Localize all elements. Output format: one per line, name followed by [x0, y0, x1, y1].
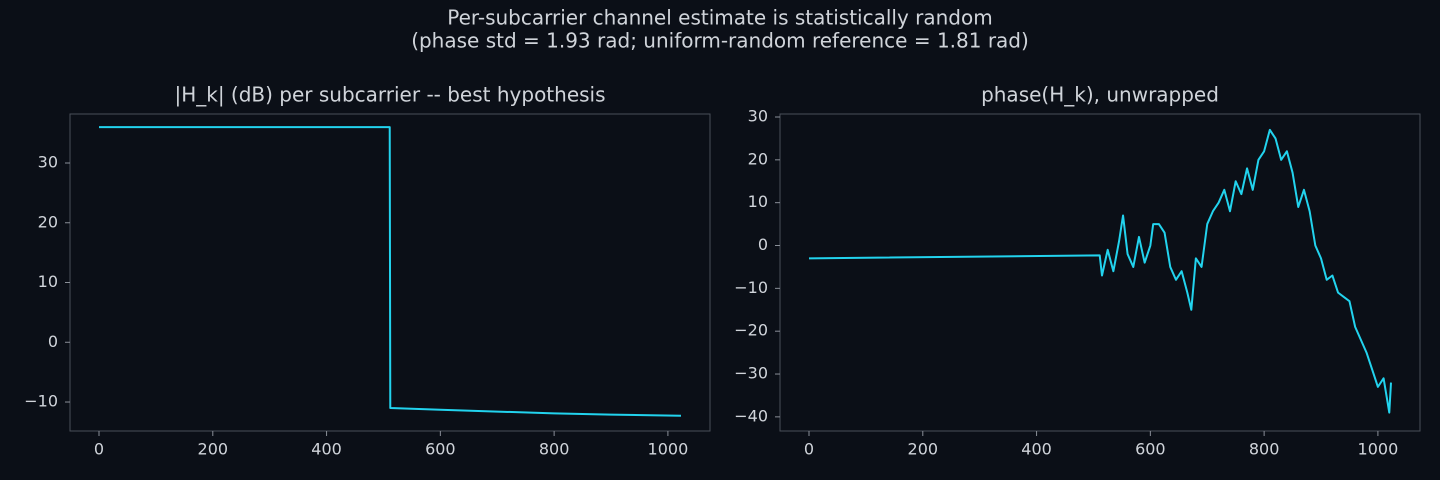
y-tick-label: −10: [734, 278, 768, 297]
figure-title: Per-subcarrier channel estimate is stati…: [447, 6, 992, 30]
x-tick-label: 0: [94, 440, 104, 459]
y-tick-label: −40: [734, 406, 768, 425]
axes-frame: [69, 113, 711, 432]
data-line: [808, 128, 1392, 414]
figure-subtitle: (phase std = 1.93 rad; uniform-random re…: [411, 29, 1029, 53]
y-tick-label: 30: [38, 152, 58, 171]
y-tick-label: 0: [48, 332, 58, 351]
y-tick-label: −20: [734, 321, 768, 340]
y-tick-label: 20: [748, 149, 768, 168]
y-tick-label: 10: [748, 192, 768, 211]
x-tick-label: 400: [311, 440, 342, 459]
x-tick-label: 600: [425, 440, 456, 459]
x-tick-label: 200: [908, 440, 939, 459]
y-tick-label: 10: [38, 272, 58, 291]
x-tick-label: 600: [1135, 440, 1166, 459]
axes-title: phase(H_k), unwrapped: [981, 83, 1219, 107]
axes-title: |H_k| (dB) per subcarrier -- best hypoth…: [174, 83, 605, 107]
x-tick-label: 1000: [1358, 440, 1399, 459]
x-tick-label: 400: [1021, 440, 1052, 459]
y-tick-label: −10: [24, 392, 58, 411]
y-tick-label: 30: [748, 106, 768, 125]
data-line: [99, 126, 682, 417]
axes-frame: [779, 113, 1421, 432]
x-tick-label: 0: [804, 440, 814, 459]
x-tick-label: 800: [1249, 440, 1280, 459]
x-tick-label: 200: [198, 440, 229, 459]
y-tick-label: 0: [758, 235, 768, 254]
y-tick-label: 20: [38, 212, 58, 231]
x-tick-label: 1000: [648, 440, 689, 459]
x-tick-label: 800: [539, 440, 570, 459]
y-tick-label: −30: [734, 364, 768, 383]
